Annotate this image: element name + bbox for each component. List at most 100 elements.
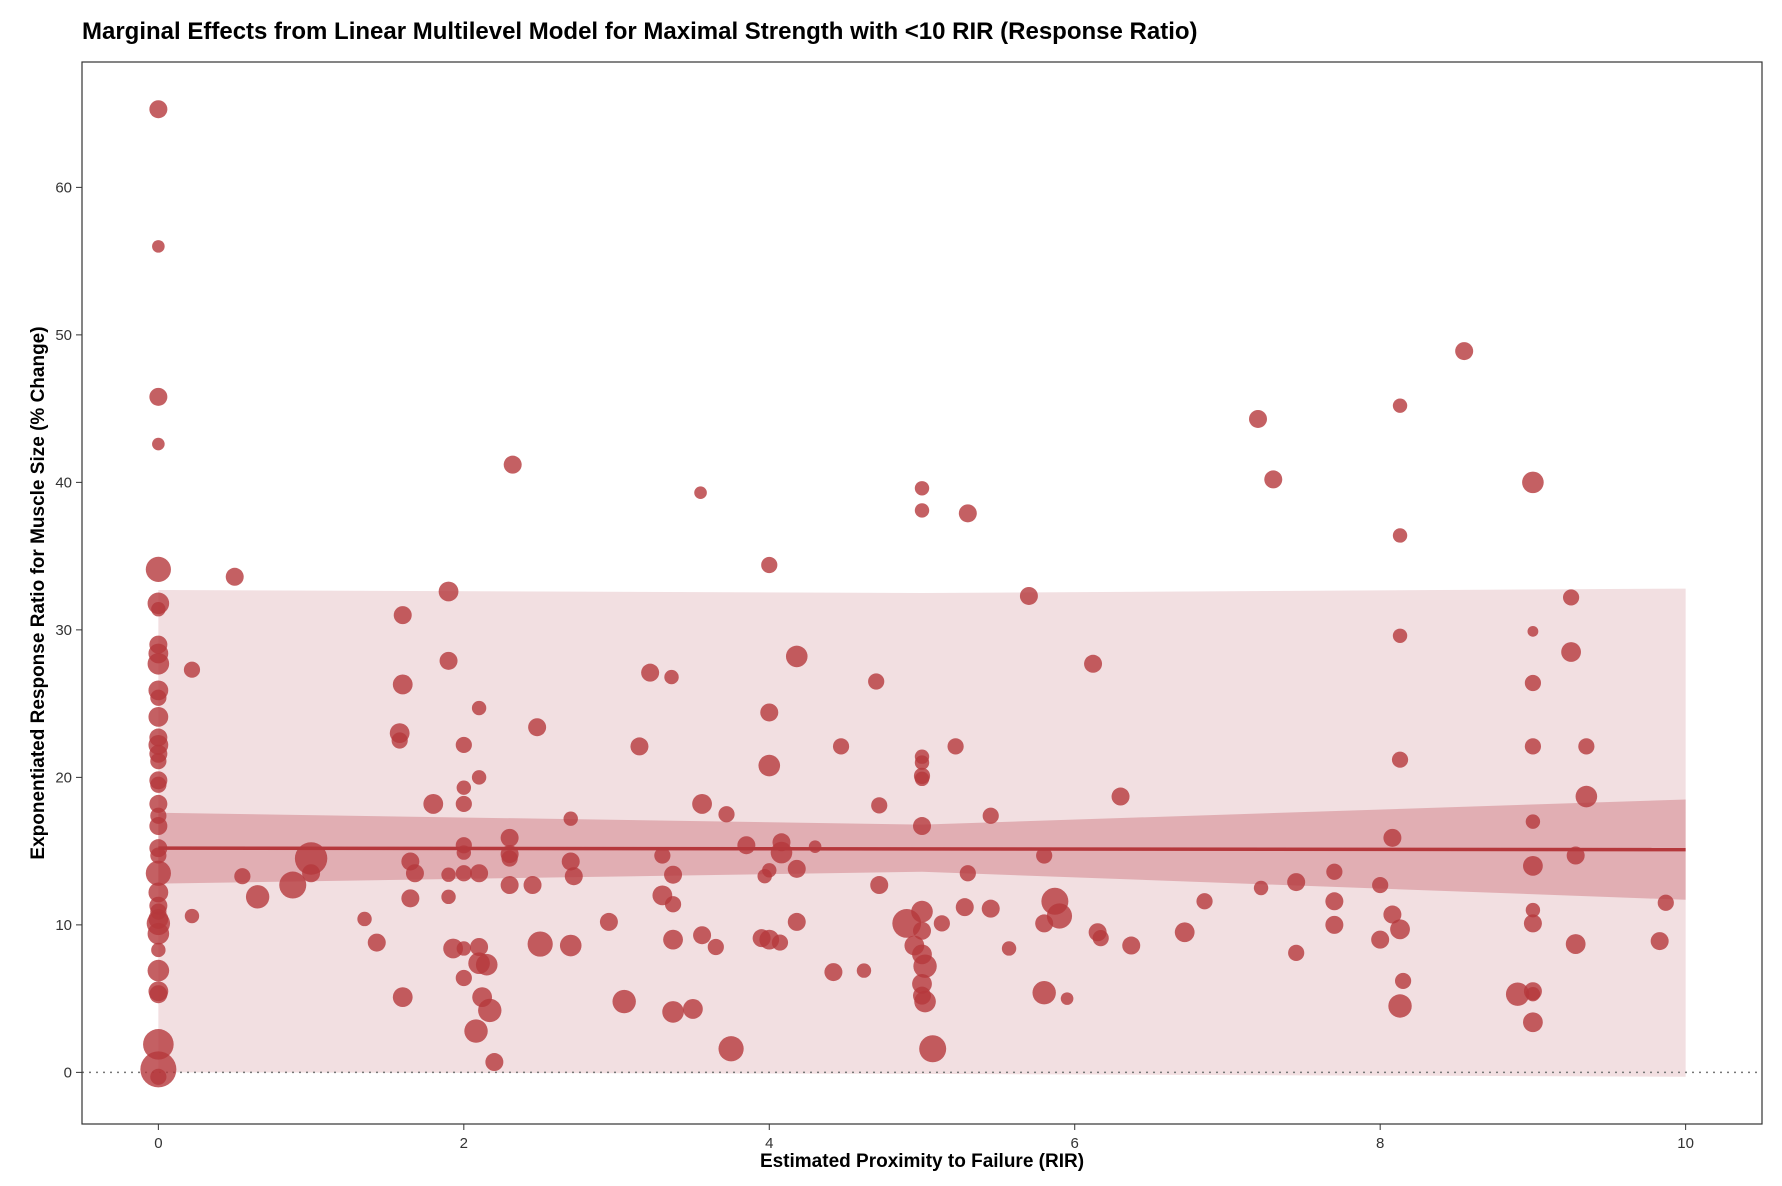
data-point [1046, 903, 1073, 929]
data-point [641, 663, 660, 682]
data-point [302, 864, 321, 883]
data-point [149, 100, 168, 119]
data-point [1036, 847, 1053, 864]
data-point [392, 674, 413, 695]
data-point [958, 504, 977, 523]
data-point [145, 556, 171, 583]
data-point [147, 653, 170, 675]
data-point [870, 876, 889, 895]
data-point [151, 942, 166, 958]
y-tick-label: 20 [55, 769, 72, 786]
data-point [456, 845, 472, 860]
data-point [1372, 876, 1389, 894]
data-point [664, 896, 682, 913]
data-point [441, 867, 456, 882]
data-point [391, 732, 408, 749]
data-point [913, 954, 937, 978]
data-point [914, 503, 930, 518]
data-point [1325, 892, 1344, 911]
data-point [393, 606, 412, 625]
data-point [1325, 915, 1344, 934]
data-point [758, 754, 781, 777]
data-point [694, 486, 707, 500]
data-point [1523, 914, 1542, 933]
data-point [564, 867, 583, 886]
data-point [455, 736, 472, 754]
data-point [439, 651, 458, 670]
data-point [693, 926, 712, 945]
data-point [1383, 828, 1402, 847]
data-point [357, 911, 372, 927]
data-point [527, 931, 553, 957]
data-point [149, 794, 168, 813]
data-points-layer [140, 100, 1674, 1088]
data-point [1566, 846, 1585, 865]
data-point [471, 700, 487, 716]
data-point [478, 998, 502, 1023]
data-point [1092, 930, 1109, 947]
data-point [787, 859, 806, 878]
data-point [1060, 992, 1074, 1005]
data-point [1578, 738, 1595, 755]
data-point [760, 703, 779, 722]
data-point [856, 963, 872, 978]
data-point [612, 989, 636, 1014]
data-point [824, 963, 843, 982]
data-point [143, 1029, 174, 1060]
data-point [1527, 625, 1539, 637]
data-point [761, 556, 778, 574]
x-tick-label: 2 [460, 1135, 468, 1152]
data-point [438, 581, 459, 602]
data-point [707, 938, 724, 956]
data-point [149, 387, 168, 406]
data-point [1522, 471, 1544, 494]
data-point [1001, 941, 1017, 956]
data-point [947, 738, 964, 755]
data-point [1524, 674, 1542, 692]
data-point [456, 941, 472, 956]
data-point [1524, 738, 1542, 755]
y-tick-label: 10 [55, 917, 72, 934]
data-point [871, 797, 888, 814]
data-point [150, 753, 167, 770]
data-point [456, 780, 472, 795]
data-point [523, 876, 542, 895]
data-point [1253, 880, 1269, 896]
data-point [151, 602, 166, 617]
data-point [147, 959, 170, 982]
data-point [683, 999, 703, 1019]
data-point [1392, 398, 1408, 413]
data-point [1657, 894, 1674, 911]
y-tick-label: 30 [55, 622, 72, 639]
y-axis-title: Exponentiated Response Ratio for Muscle … [28, 326, 49, 859]
data-point [1371, 930, 1390, 949]
data-point [475, 953, 498, 976]
data-point [737, 836, 756, 855]
data-point [455, 969, 472, 987]
data-point [441, 889, 456, 905]
data-point [392, 987, 413, 1008]
data-point [762, 863, 777, 878]
data-point [1525, 814, 1541, 829]
data-point [664, 865, 683, 884]
fit-line [158, 846, 1686, 852]
data-point [1032, 981, 1056, 1005]
data-point [1249, 409, 1267, 428]
data-point [152, 437, 165, 451]
y-tick-label: 0 [64, 1064, 72, 1081]
data-point [150, 847, 167, 864]
data-point [471, 770, 487, 785]
data-point [787, 912, 806, 931]
data-point [914, 755, 930, 770]
data-point [1525, 902, 1541, 918]
data-point [1565, 934, 1586, 954]
data-point [503, 455, 522, 474]
data-point [149, 985, 168, 1004]
data-point [982, 807, 999, 824]
x-tick-label: 0 [154, 1135, 162, 1152]
x-axis: 0 2 4 6 8 10 [154, 1124, 1694, 1152]
data-point [234, 868, 251, 885]
data-point [654, 847, 671, 864]
x-tick-label: 4 [765, 1135, 773, 1152]
